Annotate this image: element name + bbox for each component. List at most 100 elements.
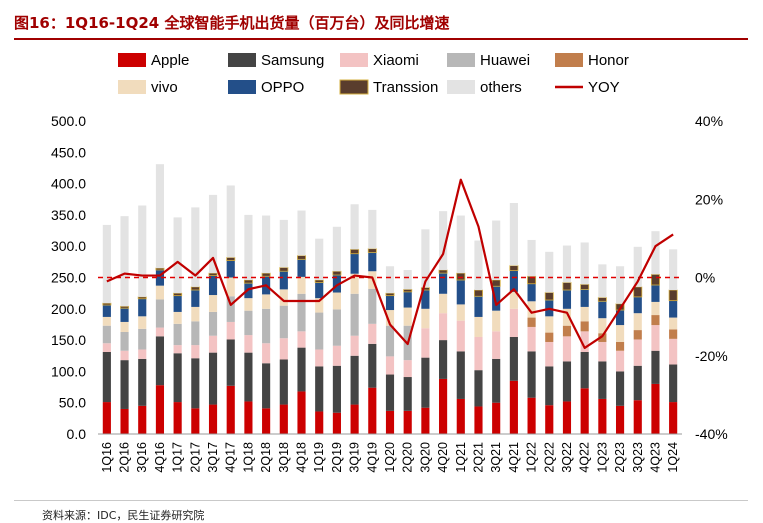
bar-segment-vivo [580, 306, 589, 322]
bar-segment-others [615, 266, 625, 304]
bar-segment-samsung [120, 360, 129, 409]
bar-segment-samsung [545, 366, 554, 406]
bar-segment-xiaomi [155, 327, 165, 337]
bar-segment-xiaomi [368, 323, 377, 344]
bar-segment-others [598, 264, 607, 298]
bar-segment-transsion [279, 267, 289, 272]
bar-segment-vivo [545, 316, 554, 333]
bar-segment-huawei [385, 325, 395, 357]
bar-segment-samsung [155, 336, 165, 386]
bar-segment-samsung [315, 366, 324, 412]
bar-segment-others [155, 164, 165, 269]
bar-segment-samsung [332, 365, 341, 413]
x-tick-label: 2Q17 [188, 442, 202, 473]
bar-segment-others [315, 238, 324, 281]
bar-segment-vivo [421, 308, 430, 329]
bar-segment-transsion [173, 292, 183, 297]
bar-segment-apple [173, 402, 182, 434]
bar-segment-oppo [580, 289, 589, 307]
x-tick-label: 1Q21 [454, 442, 468, 473]
bar-segment-others [297, 210, 306, 256]
bar-segment-vivo [439, 293, 448, 314]
bar-segment-apple [262, 408, 271, 434]
bar-segment-vivo [226, 277, 235, 297]
bar-segment-samsung [509, 336, 518, 381]
bar-segment-samsung [368, 343, 377, 388]
x-tick-label: 2Q20 [401, 442, 415, 473]
bar-segment-vivo [651, 301, 660, 316]
bar-segment-others [350, 204, 359, 250]
bar-segment-samsung [173, 353, 182, 403]
bar-segment-apple [474, 406, 483, 434]
bar-segment-samsung [297, 347, 306, 392]
bar-segment-oppo [669, 300, 678, 318]
bar-segment-samsung [456, 351, 465, 399]
bar-segment-samsung [562, 361, 572, 402]
bar-segment-apple [633, 400, 642, 434]
bar-segment-others [669, 249, 678, 291]
bar-segment-huawei [120, 331, 129, 351]
bar-segment-apple [315, 411, 324, 434]
bar-segment-transsion [367, 248, 377, 253]
bar-segment-others [492, 220, 501, 280]
bar-segment-others [456, 215, 465, 274]
bar-segment-transsion [243, 279, 253, 284]
bar-segment-samsung [208, 352, 218, 405]
bar-segment-huawei [191, 321, 200, 346]
bar-segment-oppo [297, 259, 306, 277]
bar-segment-xiaomi [598, 341, 607, 362]
legend-swatch-vivo [118, 80, 146, 94]
legend-swatch-transsion [339, 79, 369, 95]
bar-segment-huawei [208, 311, 218, 336]
bar-segment-huawei [332, 309, 341, 346]
legend-label: Samsung [261, 52, 324, 69]
bar-segment-huawei [297, 293, 306, 332]
bar-segment-transsion [562, 282, 572, 291]
x-tick-label: 2Q19 [330, 442, 344, 473]
bar-segment-xiaomi [439, 313, 448, 341]
bar-segment-huawei [155, 299, 165, 328]
x-tick-label: 4Q19 [365, 442, 379, 473]
x-tick-label: 4Q16 [153, 442, 167, 473]
bar-segment-transsion [385, 292, 395, 297]
bar-segment-others [262, 215, 271, 274]
bar-segment-others [120, 216, 129, 307]
bar-segment-samsung [492, 358, 501, 403]
bar-segment-others [208, 194, 218, 274]
bar-segment-oppo [155, 269, 165, 286]
bar-segment-samsung [580, 351, 589, 389]
bar-segment-others [562, 245, 572, 283]
bar-segment-vivo [509, 291, 518, 309]
bar-segment-xiaomi [492, 331, 501, 359]
bar-segment-vivo [120, 321, 129, 332]
legend-swatch-samsung [228, 53, 256, 67]
bar-segment-others [474, 240, 483, 291]
bar-segment-transsion [668, 289, 678, 302]
x-tick-label: 1Q24 [666, 442, 680, 473]
bar-segment-vivo [403, 307, 412, 326]
bar-segment-oppo [598, 301, 607, 319]
bar-segment-huawei [173, 323, 182, 346]
x-tick-label: 3Q23 [631, 442, 645, 473]
bar-segment-honor [580, 321, 589, 332]
bar-segment-transsion [155, 267, 165, 271]
bar-segment-others [102, 224, 111, 304]
bar-segment-xiaomi [138, 349, 147, 359]
bar-segment-others [332, 226, 341, 272]
bar-segment-apple [279, 404, 288, 434]
bar-segment-transsion [597, 297, 607, 302]
bar-segment-apple [598, 398, 607, 434]
bar-segment-samsung [350, 355, 359, 405]
bar-segment-transsion [120, 305, 130, 309]
bar-segment-vivo [562, 308, 572, 326]
bar-segment-huawei [279, 305, 288, 339]
bar-segment-apple [439, 378, 448, 434]
x-tick-label: 4Q23 [648, 442, 662, 473]
bar-segment-vivo [138, 316, 147, 329]
bar-segment-transsion [650, 273, 660, 286]
bar-segment-apple [368, 387, 377, 434]
bar-segment-transsion [633, 286, 643, 298]
bar-segment-samsung [669, 364, 678, 403]
bar-segment-transsion [544, 292, 554, 301]
figure-title: 图16：1Q16-1Q24 全球智能手机出货量（百万台）及同比增速 [14, 14, 450, 32]
